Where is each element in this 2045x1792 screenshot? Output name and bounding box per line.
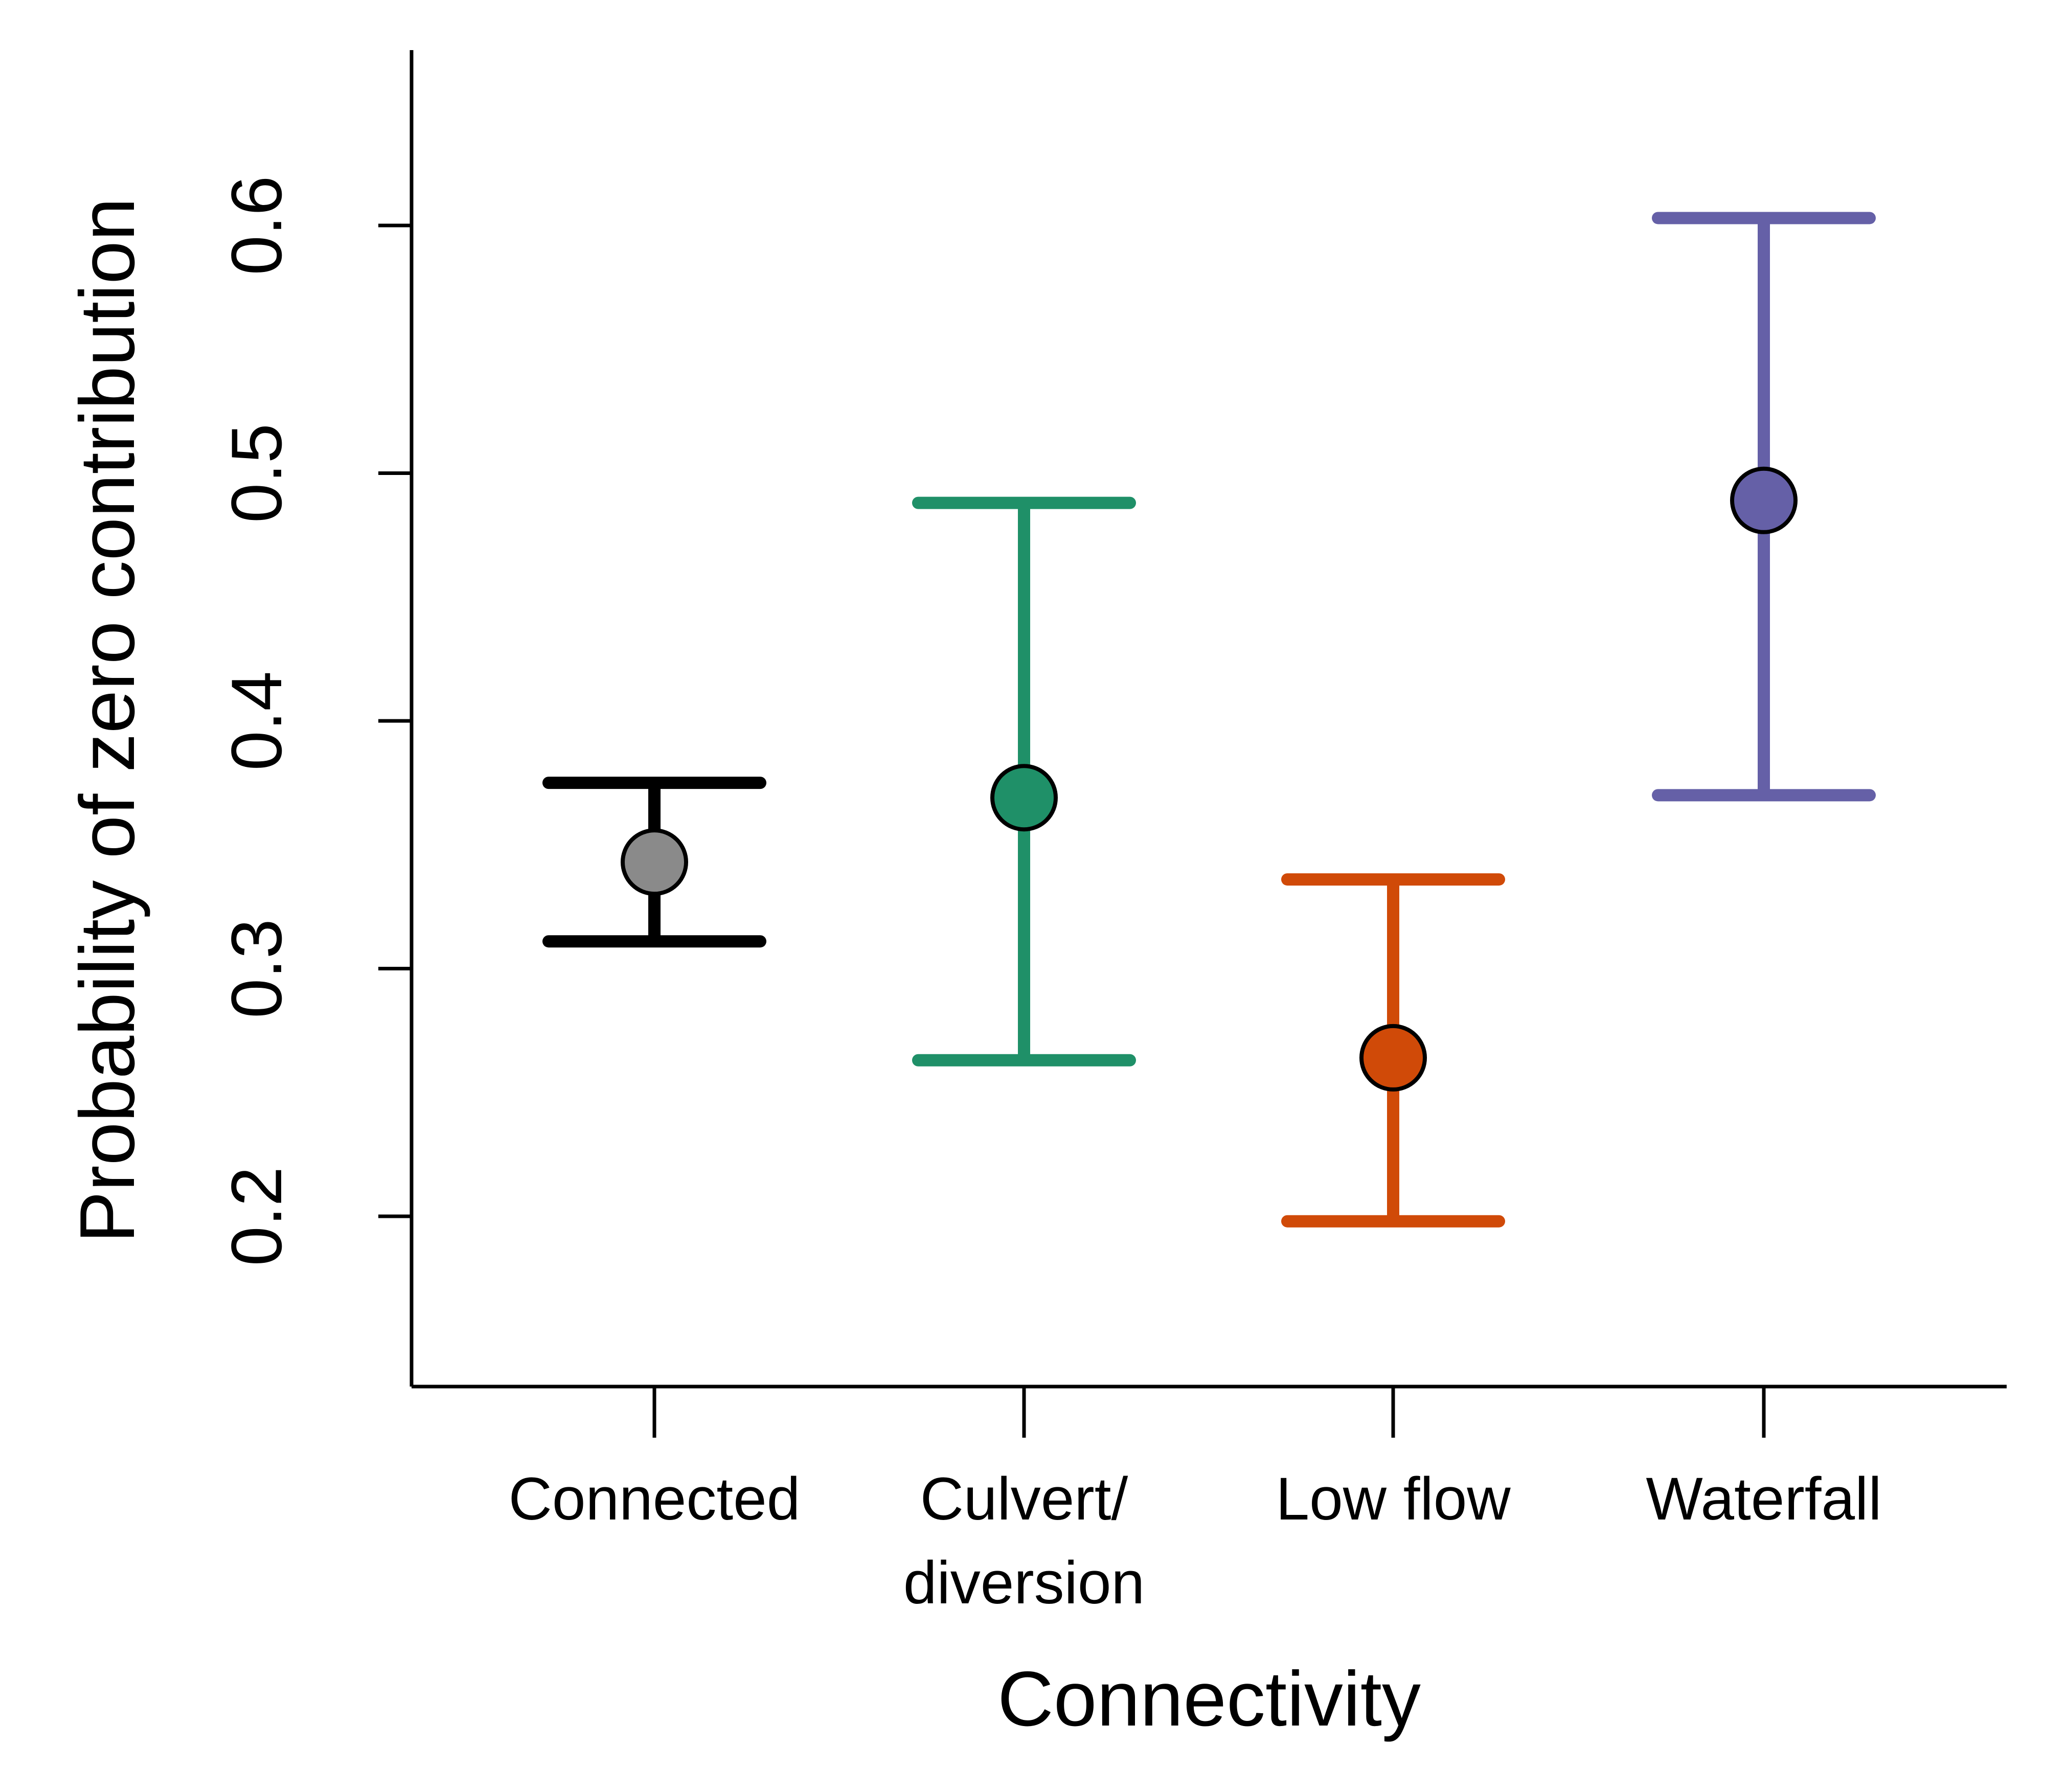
estimate-point [1730, 466, 1798, 534]
y-axis-title: Probability of zero contribution [64, 198, 151, 1243]
estimate-point [1359, 1024, 1427, 1092]
error-bar-group [1652, 212, 1876, 802]
x-tick-label: Low flow [1276, 1465, 1511, 1533]
x-axis-ticks: Connected Culvert/diversion Low flow Waterf… [509, 1387, 1882, 1617]
error-bar-group [542, 777, 766, 948]
data-marks [542, 212, 1876, 1228]
x-tick-label: diversion [903, 1549, 1145, 1617]
y-tick-label: 0.2 [216, 1167, 297, 1266]
error-bar-group [912, 496, 1136, 1067]
x-tick-label: Connected [509, 1465, 801, 1533]
y-axis-ticks: 0.2 0.3 0.4 0.5 0.6 [216, 176, 412, 1266]
estimate-point [990, 764, 1058, 832]
x-tick-label: Culvert/ [920, 1465, 1128, 1533]
error-bar-group [1281, 873, 1505, 1228]
x-axis-title: Connectivity [997, 1655, 1421, 1742]
x-tick-label: Waterfall [1646, 1465, 1881, 1533]
y-tick-label: 0.4 [216, 671, 297, 771]
y-tick-label: 0.5 [216, 423, 297, 523]
estimate-point [621, 828, 688, 896]
y-tick-label: 0.3 [216, 919, 297, 1018]
y-tick-label: 0.6 [216, 176, 297, 276]
